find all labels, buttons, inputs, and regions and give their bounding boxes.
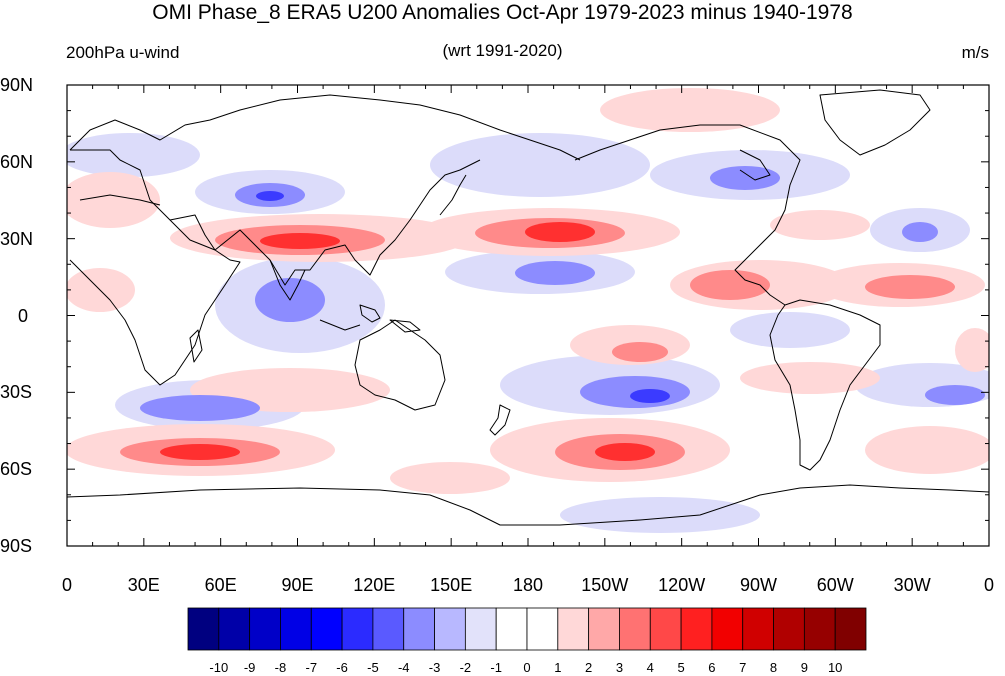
lon-label-0-east: 0 [983,575,995,595]
colorbar-label: 5 [677,660,685,675]
lat-label-30n: 30N [0,229,34,249]
colorbar-label: 10 [827,660,843,675]
colorbar-label: -4 [397,660,410,675]
coastlines [67,89,989,526]
positive-anomaly-mid [120,218,955,470]
lon-label-0: 0 [61,575,73,595]
anomaly-field [67,88,989,533]
colorbar-swatch [464,607,497,651]
colorbar-swatch [280,607,312,651]
lon-label-90w: 90W [739,575,778,595]
colorbar-swatch [310,607,343,651]
lon-label-150e: 150E [430,575,473,595]
lon-label-180: 180 [512,575,544,595]
colorbar-swatch [218,607,251,651]
colorbar-label: 4 [646,660,654,675]
colorbar-swatch [742,607,774,651]
lat-label-equator: 0 [18,306,29,326]
colorbar-swatch [588,607,620,651]
colorbar-label: 7 [739,660,747,675]
colorbar-swatch [773,607,805,651]
colorbar-label: 8 [769,660,778,675]
colorbar-label: -7 [305,660,318,675]
variable-label: 200hPa u-wind [66,43,180,62]
lat-label-60n: 60N [0,152,34,172]
colorbar-swatch [372,607,405,651]
colorbar-swatch [680,607,713,651]
lon-label-120e: 120E [353,575,396,595]
reference-period-label: (wrt 1991-2020) [442,41,563,60]
colorbar-swatch [341,607,374,651]
colorbar-label: -6 [336,660,348,675]
positive-anomaly-strong [160,222,655,461]
colorbar-label: -10 [209,660,229,675]
lat-label-60s: 60S [0,459,33,479]
lon-label-30w: 30W [893,575,931,595]
colorbar-swatch [711,607,744,651]
colorbar-label: 2 [585,660,593,675]
colorbar-swatch [557,607,590,651]
colorbar-swatch [649,607,682,651]
colorbar-label: -3 [428,660,441,675]
lon-label-30e: 30E [127,575,160,595]
colorbar-label: 3 [615,660,624,675]
lon-label-60w: 60W [816,575,854,595]
map-title: OMI Phase_8 ERA5 U200 Anomalies Oct-Apr … [152,1,853,24]
colorbar-swatch [434,607,466,651]
colorbar-swatch [619,607,651,651]
lat-label-90n: 90N [0,75,34,95]
lon-label-150w: 150W [581,575,629,595]
colorbar-swatch [526,607,559,651]
colorbar-label: -1 [490,660,502,675]
lat-label-30s: 30S [0,382,33,402]
colorbar-swatch [249,607,281,651]
colorbar-label: -5 [367,660,379,675]
colorbar-label: 1 [554,660,562,675]
lat-label-90s: 90S [0,536,33,556]
negative-anomaly-strong [256,191,670,403]
colorbar-swatch [834,607,867,651]
axis-ticks [66,84,990,547]
colorbar-label: -2 [459,660,472,675]
colorbar-label: 9 [800,660,808,675]
colorbar-label: -9 [243,660,256,675]
lon-label-90e: 90E [281,575,314,595]
colorbar-swatch [403,607,435,651]
colorbar-swatch [803,607,836,651]
lon-label-60e: 60E [204,575,237,595]
colorbar-label: 6 [708,660,716,675]
lon-label-120w: 120W [658,575,706,595]
colorbar-label: 0 [523,660,531,675]
colorbar-swatch [495,607,528,651]
colorbar-label: -8 [274,660,287,675]
units-label: m/s [961,43,989,62]
colorbar-swatch [187,607,220,651]
